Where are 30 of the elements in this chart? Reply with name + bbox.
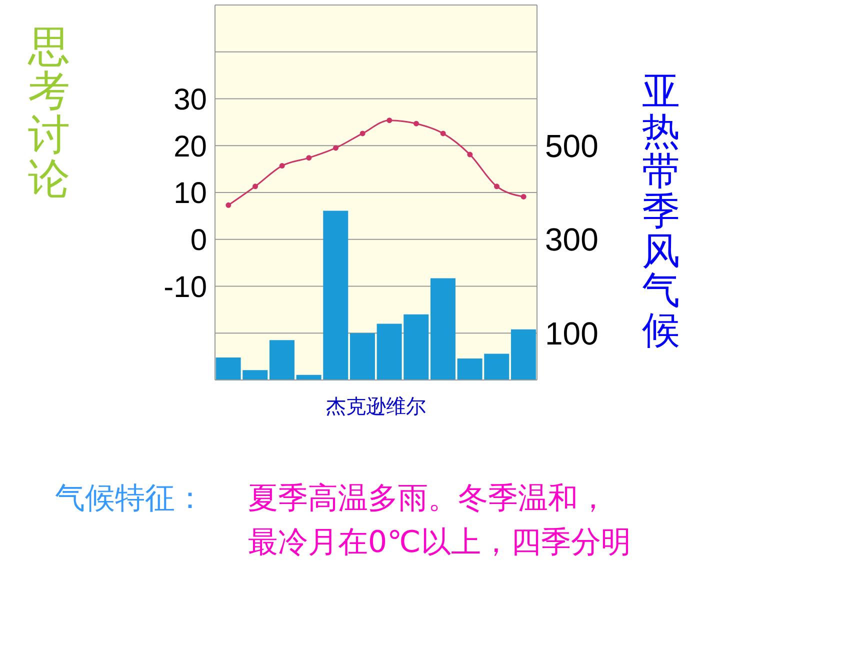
- y-tick-label: 20: [174, 130, 207, 164]
- point: [467, 152, 473, 158]
- point: [252, 184, 258, 190]
- point: [306, 155, 312, 161]
- x-axis-title: 杰克逊维尔: [325, 393, 427, 420]
- point: [520, 194, 526, 200]
- text: 亚热带季风气候: [642, 69, 680, 352]
- point: [226, 202, 232, 208]
- y-tick-label: 30: [174, 83, 207, 116]
- y-tick-label: 0: [190, 224, 207, 258]
- bar: [269, 340, 294, 380]
- y-tick-label: 10: [174, 177, 207, 210]
- point: [360, 130, 366, 136]
- y2-tick-label: 300: [545, 222, 598, 258]
- point: [440, 130, 446, 136]
- text: 气候特征：: [55, 480, 205, 518]
- text: 最冷月在0℃以上，四季分明: [248, 524, 631, 562]
- point: [494, 184, 500, 190]
- text: 思考讨论: [28, 22, 70, 204]
- text: 夏季高温多雨。冬季温和，: [248, 480, 608, 518]
- bar: [430, 278, 456, 380]
- y2-tick-label: 100: [545, 315, 598, 352]
- bar: [510, 329, 536, 380]
- y2-tick-label: 500: [545, 128, 598, 164]
- point: [279, 163, 285, 169]
- bar: [350, 333, 375, 380]
- y-tick-label: -10: [164, 270, 207, 304]
- point: [414, 120, 419, 126]
- point: [333, 145, 338, 151]
- point: [386, 118, 392, 124]
